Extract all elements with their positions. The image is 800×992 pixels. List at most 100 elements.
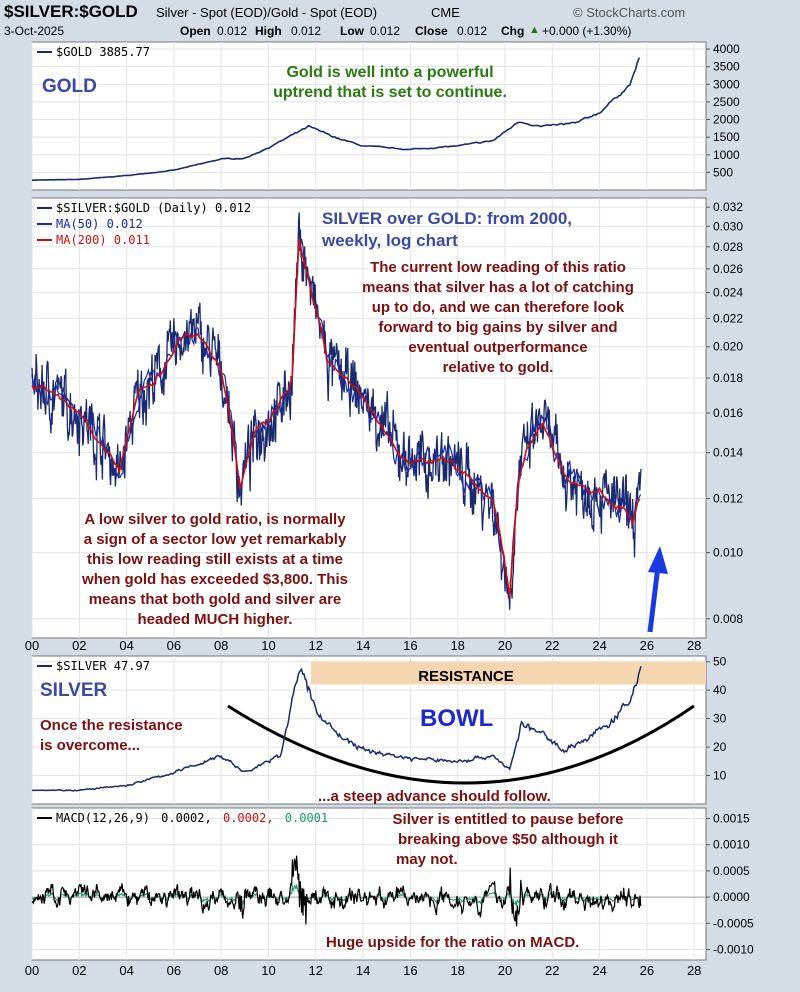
x-tick-label: 10 bbox=[261, 638, 275, 653]
ratio-title-line-2: weekly, log chart bbox=[321, 231, 458, 250]
macd-value-1: 0.0002, bbox=[161, 811, 212, 825]
axis-ticks: 00 00 02 02 04 04 06 06 08 08 10 10 12 12 14 14 16 16 18 18… bbox=[25, 42, 754, 978]
ratio-annotation-left-4: when gold has exceeded $3,800. This bbox=[81, 571, 348, 588]
y-tick-label: 30 bbox=[713, 712, 727, 726]
y-tick-label: 0.0015 bbox=[713, 811, 750, 825]
y-tick-label: 0.024 bbox=[713, 286, 743, 300]
silver-annotation-left-2: is overcome... bbox=[40, 737, 140, 754]
symbol-description: Silver - Spot (EOD)/Gold - Spot (EOD) bbox=[156, 5, 378, 20]
y-tick-label: 0.018 bbox=[713, 371, 743, 385]
ratio-annotation-left-6: headed MUCH higher. bbox=[137, 611, 292, 628]
ratio-annotation-left-3: this low reading still exists at a time bbox=[87, 551, 343, 568]
x-tick-label: 00 bbox=[25, 638, 39, 653]
x-tick-label: 14 bbox=[356, 963, 370, 978]
date-label: 3-Oct-2025 bbox=[4, 24, 65, 38]
ratio-title-line-1: SILVER over GOLD: from 2000, bbox=[322, 209, 572, 228]
y-tick-label: 10 bbox=[713, 769, 727, 783]
gold-annotation-line-2: uptrend that is set to continue. bbox=[273, 84, 507, 101]
x-tick-label: 26 bbox=[640, 638, 654, 653]
up-arrow-icon bbox=[647, 546, 668, 633]
x-tick-label: 08 bbox=[214, 963, 228, 978]
chart-header: $SILVER:$GOLD Silver - Spot (EOD)/Gold -… bbox=[0, 0, 800, 40]
ratio-annotation-left-2: a sign of a sector low yet remarkably bbox=[84, 531, 347, 548]
x-tick-label: 14 bbox=[356, 638, 370, 653]
macd-annotation-top-2: breaking above $50 although it bbox=[398, 831, 618, 848]
resistance-band bbox=[311, 661, 706, 685]
macd-value-3: 0.0001 bbox=[285, 811, 328, 825]
y-tick-label: -0.0005 bbox=[713, 916, 754, 930]
x-tick-label: 00 bbox=[25, 963, 39, 978]
x-tick-label: 16 bbox=[403, 638, 417, 653]
ratio-legend: $SILVER:$GOLD (Daily) 0.012 bbox=[56, 201, 251, 215]
silver-legend: $SILVER 47.97 bbox=[56, 659, 150, 673]
y-tick-label: 0.010 bbox=[713, 546, 743, 560]
close-label: Close bbox=[415, 24, 448, 38]
y-tick-label: 0.008 bbox=[713, 612, 743, 626]
x-tick-label: 26 bbox=[640, 963, 654, 978]
macd-annotation-top-3: may not. bbox=[396, 851, 458, 868]
gold-panel-label: GOLD bbox=[42, 76, 97, 97]
macd-line bbox=[31, 855, 642, 927]
y-tick-label: 0.022 bbox=[713, 311, 743, 325]
y-tick-label: 50 bbox=[713, 655, 727, 669]
y-tick-label: 0.014 bbox=[713, 446, 743, 460]
bowl-curve bbox=[227, 704, 695, 785]
exchange-label: CME bbox=[431, 5, 460, 20]
close-value: 0.012 bbox=[457, 24, 488, 38]
svg-text:MACD(12,26,9) 0.0002,: MACD(12,26,9) 0.0002, 0.0002, 0.0001 bbox=[56, 811, 328, 825]
chg-arrow-icon: ▲ bbox=[529, 24, 540, 36]
macd-legend: MACD(12,26,9) bbox=[56, 811, 150, 825]
y-tick-label: 0.0005 bbox=[713, 864, 750, 878]
ratio-annotation-top-3: up to do, and we can therefore look bbox=[372, 299, 625, 316]
y-tick-label: 2000 bbox=[713, 113, 740, 127]
macd-panel-frame bbox=[31, 807, 707, 961]
high-value: 0.012 bbox=[291, 24, 322, 38]
y-tick-label: 0.0010 bbox=[713, 838, 750, 852]
y-tick-label: 0.016 bbox=[713, 406, 743, 420]
chg-label: Chg bbox=[501, 24, 525, 38]
y-tick-label: 3500 bbox=[713, 60, 740, 74]
x-tick-label: 20 bbox=[498, 963, 512, 978]
x-tick-label: 22 bbox=[545, 638, 559, 653]
resistance-label: RESISTANCE bbox=[418, 668, 514, 685]
ratio-annotation-top-6: relative to gold. bbox=[443, 359, 554, 376]
ratio-annotation-top-5: eventual outperformance bbox=[408, 339, 587, 356]
y-tick-label: -0.0010 bbox=[713, 943, 754, 957]
gold-legend: $GOLD 3885.77 bbox=[56, 45, 150, 59]
x-tick-label: 08 bbox=[214, 638, 228, 653]
y-tick-label: 0.032 bbox=[713, 200, 743, 214]
y-tick-label: 1000 bbox=[713, 148, 740, 162]
macd-value-2: 0.0002, bbox=[223, 811, 274, 825]
ratio-ma50-line bbox=[31, 238, 642, 594]
gold-price-line bbox=[32, 57, 641, 181]
open-value: 0.012 bbox=[217, 24, 248, 38]
y-tick-label: 500 bbox=[713, 165, 733, 179]
y-tick-label: 0.030 bbox=[713, 219, 743, 233]
silver-annotation-bottom: ...a steep advance should follow. bbox=[318, 788, 551, 805]
y-tick-label: 0.012 bbox=[713, 491, 743, 505]
high-label: High bbox=[255, 24, 282, 38]
silver-annotation-left-1: Once the resistance bbox=[40, 717, 183, 734]
x-tick-label: 06 bbox=[167, 638, 181, 653]
x-tick-label: 28 bbox=[687, 963, 701, 978]
ma50-legend: MA(50) 0.012 bbox=[56, 217, 143, 231]
x-tick-label: 12 bbox=[309, 963, 323, 978]
x-tick-label: 16 bbox=[403, 963, 417, 978]
x-tick-label: 28 bbox=[687, 638, 701, 653]
ma200-legend: MA(200) 0.011 bbox=[56, 233, 150, 247]
ratio-ma200-line bbox=[31, 238, 641, 598]
silver-price-line bbox=[31, 666, 642, 792]
x-tick-label: 24 bbox=[592, 963, 606, 978]
x-tick-label: 06 bbox=[167, 963, 181, 978]
ratio-annotation-top-2: means that silver has a lot of catching bbox=[362, 279, 634, 296]
macd-annotation-top-1: Silver is entitled to pause before bbox=[393, 811, 624, 828]
y-tick-label: 0.020 bbox=[713, 340, 743, 354]
x-tick-label: 20 bbox=[498, 638, 512, 653]
y-tick-label: 0.026 bbox=[713, 262, 743, 276]
x-tick-label: 04 bbox=[119, 638, 133, 653]
y-tick-label: 40 bbox=[713, 683, 727, 697]
x-tick-label: 04 bbox=[119, 963, 133, 978]
y-tick-label: 20 bbox=[713, 740, 727, 754]
x-tick-label: 02 bbox=[72, 638, 86, 653]
